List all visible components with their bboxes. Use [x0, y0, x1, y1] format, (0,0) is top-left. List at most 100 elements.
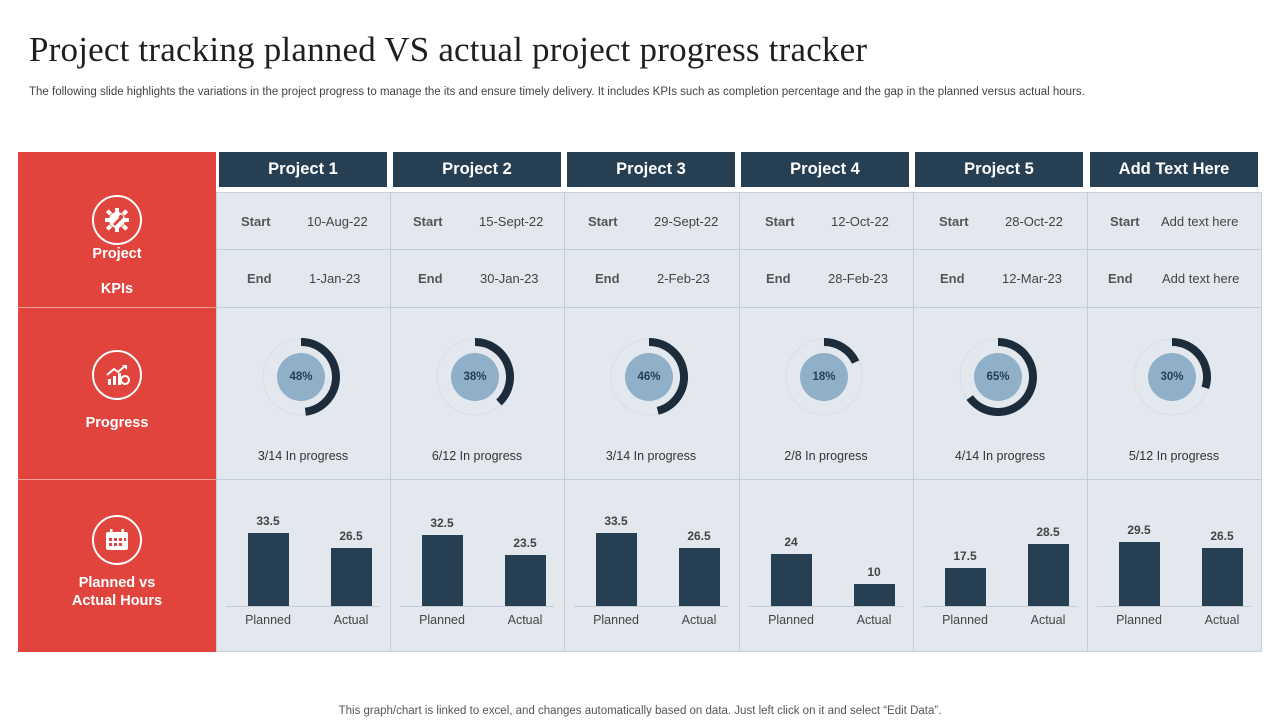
bar-category-label: Actual: [1204, 613, 1240, 627]
donut-arc: [474, 338, 514, 406]
row-label-hours-line2: Actual Hours: [71, 593, 163, 609]
bar-value-label: 17.5: [953, 548, 977, 563]
start-label: Start: [413, 214, 443, 229]
actual-bar: [1028, 543, 1069, 606]
end-date: Add text here: [1162, 271, 1240, 286]
bar-category-label: Planned: [1116, 613, 1162, 627]
row-divider: [18, 307, 216, 308]
bar-category-label: Actual: [507, 613, 543, 627]
bar-value-label: 33.5: [604, 514, 628, 528]
donut-arc: [823, 338, 860, 364]
grid-line: [564, 192, 565, 652]
start-date: 15-Sept-22: [479, 214, 544, 229]
bar-baseline: [226, 606, 380, 607]
bar-category-label: Planned: [419, 613, 465, 627]
start-label: Start: [939, 214, 969, 229]
start-label: Start: [588, 214, 618, 229]
bar-baseline: [1097, 606, 1251, 607]
row-label-kpis-line2: KPIs: [100, 281, 134, 297]
project-header: Project 4: [741, 152, 909, 187]
end-date: 30-Jan-23: [480, 271, 539, 286]
progress-count: 4/14 In progress: [954, 449, 1046, 463]
donut-percent-label: 65%: [974, 353, 1022, 401]
bar-value-label: 10: [867, 565, 881, 580]
donut-percent-label: 30%: [1148, 353, 1196, 401]
planned-bar: [248, 533, 289, 606]
end-label: End: [766, 271, 791, 286]
bar-baseline: [574, 606, 728, 607]
bar-value-label: 28.5: [1036, 524, 1060, 539]
end-label: End: [418, 271, 443, 286]
bar-category-label: Planned: [768, 613, 814, 627]
calendar-icon: [92, 515, 142, 565]
progress-donut: [785, 338, 863, 416]
start-label: Start: [1110, 214, 1140, 229]
end-label: End: [595, 271, 620, 286]
end-label: End: [940, 271, 965, 286]
planned-bar: [596, 533, 637, 606]
progress-count: 3/14 In progress: [605, 449, 697, 463]
bar-value-label: 32.5: [430, 516, 454, 531]
project-header: Project 1: [219, 152, 387, 187]
bar-value-label: 26.5: [339, 529, 363, 544]
start-date: 10-Aug-22: [307, 214, 368, 229]
bar-category-label: Planned: [593, 613, 639, 627]
grid-line: [913, 192, 914, 652]
bar-value-label: 33.5: [256, 514, 280, 528]
donut-percent-label: 46%: [625, 353, 673, 401]
end-date: 2-Feb-23: [657, 271, 710, 286]
row-divider: [18, 479, 216, 480]
project-header: Project 2: [393, 152, 561, 187]
bar-baseline: [923, 606, 1077, 607]
actual-bar: [679, 548, 720, 606]
start-label: Start: [765, 214, 795, 229]
donut-arc: [300, 338, 340, 416]
end-label: End: [247, 271, 272, 286]
row-label-progress: Progress: [85, 415, 149, 431]
project-header: Add Text Here: [1090, 152, 1258, 187]
actual-bar: [854, 584, 895, 606]
start-label: Start: [241, 214, 271, 229]
planned-bar: [945, 567, 986, 606]
grid-line: [1087, 192, 1088, 652]
page-subtitle: The following slide highlights the varia…: [29, 86, 1085, 98]
bar-baseline: [749, 606, 903, 607]
progress-count: 6/12 In progress: [431, 449, 523, 463]
grid-line: [390, 192, 391, 652]
bar-value-label: 24: [784, 534, 798, 549]
start-date: 12-Oct-22: [831, 214, 889, 229]
progress-count: 3/14 In progress: [257, 449, 349, 463]
planned-bar: [771, 553, 812, 606]
bar-category-label: Planned: [245, 613, 291, 627]
row-label-hours-line1: Planned vs: [78, 575, 156, 591]
donut-percent-label: 18%: [800, 353, 848, 401]
planned-bar: [422, 535, 463, 606]
progress-count: 2/8 In progress: [784, 449, 868, 463]
donut-percent-label: 38%: [451, 353, 499, 401]
progress-count: 5/12 In progress: [1128, 449, 1220, 463]
bar-value-label: 29.5: [1127, 522, 1151, 537]
bar-category-label: Actual: [333, 613, 369, 627]
start-date: 28-Oct-22: [1005, 214, 1063, 229]
progress-donut: [1133, 338, 1211, 416]
progress-donut: [610, 338, 688, 416]
donut-track: [785, 338, 863, 416]
actual-bar: [331, 548, 372, 606]
actual-bar: [505, 554, 546, 606]
progress-donut: [959, 338, 1037, 416]
end-date: 28-Feb-23: [828, 271, 888, 286]
bar-value-label: 23.5: [513, 535, 537, 550]
project-header: Project 5: [915, 152, 1083, 187]
donut-arc: [966, 338, 1037, 416]
project-header: Project 3: [567, 152, 735, 187]
row-label-kpis-line1: Project: [92, 246, 142, 262]
bar-category-label: Actual: [681, 613, 717, 627]
actual-bar: [1202, 548, 1243, 606]
planned-bar: [1119, 541, 1160, 606]
end-date: 1-Jan-23: [309, 271, 361, 286]
bar-category-label: Planned: [942, 613, 988, 627]
donut-arc: [648, 338, 688, 415]
bar-value-label: 26.5: [687, 529, 711, 544]
page-title: Project tracking planned VS actual proje…: [29, 30, 868, 69]
grid-line: [739, 192, 740, 652]
